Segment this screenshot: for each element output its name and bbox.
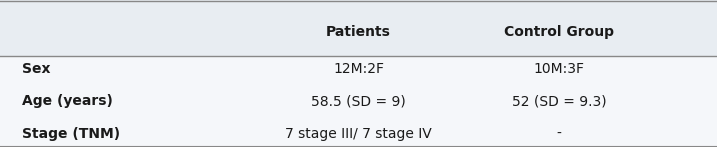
- Text: 10M:3F: 10M:3F: [533, 62, 585, 76]
- Text: Stage (TNM): Stage (TNM): [22, 127, 120, 141]
- Text: -: -: [557, 127, 561, 141]
- Bar: [0, 0, 717, 56]
- Text: Age (years): Age (years): [22, 94, 113, 108]
- Text: 52 (SD = 9.3): 52 (SD = 9.3): [512, 94, 607, 108]
- Text: Control Group: Control Group: [504, 25, 614, 39]
- Text: Sex: Sex: [22, 62, 50, 76]
- Text: Patients: Patients: [326, 25, 391, 39]
- Text: 12M:2F: 12M:2F: [333, 62, 384, 76]
- Text: 7 stage III/ 7 stage IV: 7 stage III/ 7 stage IV: [285, 127, 432, 141]
- Text: 58.5 (SD = 9): 58.5 (SD = 9): [311, 94, 406, 108]
